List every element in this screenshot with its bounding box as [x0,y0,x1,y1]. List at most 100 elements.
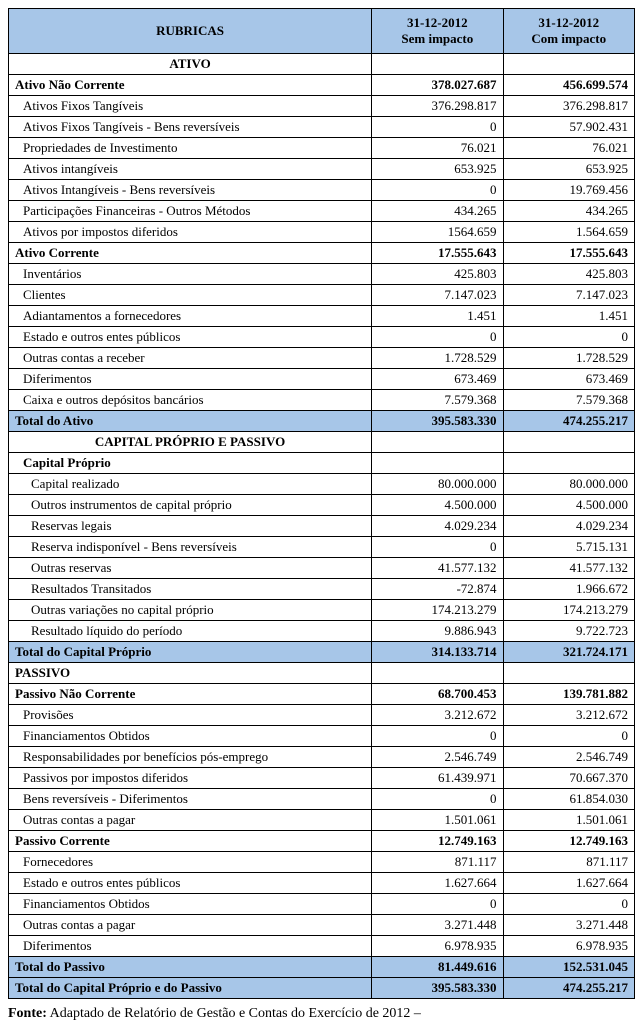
table-row: Ativos Fixos Tangíveis376.298.817376.298… [9,96,635,117]
table-row: Caixa e outros depósitos bancários7.579.… [9,390,635,411]
row-value-sem-impacto: -72.874 [372,579,503,600]
row-label: Total do Capital Próprio [9,642,372,663]
row-value-com-impacto: 17.555.643 [503,243,634,264]
row-label: Resultado líquido do período [9,621,372,642]
row-value-sem-impacto: 1564.659 [372,222,503,243]
row-value-sem-impacto: 4.029.234 [372,516,503,537]
table-row: Total do Capital Próprio314.133.714321.7… [9,642,635,663]
row-value-sem-impacto: 9.886.943 [372,621,503,642]
row-label: Total do Passivo [9,957,372,978]
table-row: ATIVO [9,54,635,75]
row-label: Outros instrumentos de capital próprio [9,495,372,516]
table-row: Ativo Não Corrente378.027.687456.699.574 [9,75,635,96]
row-label: Ativo Não Corrente [9,75,372,96]
row-value-sem-impacto: 0 [372,117,503,138]
row-value-com-impacto: 0 [503,894,634,915]
row-value-com-impacto: 3.271.448 [503,915,634,936]
row-label: Passivo Corrente [9,831,372,852]
row-label: Ativos Fixos Tangíveis [9,96,372,117]
table-row: Outras contas a receber1.728.5291.728.52… [9,348,635,369]
row-value-com-impacto: 1.564.659 [503,222,634,243]
row-value-sem-impacto: 378.027.687 [372,75,503,96]
row-label: Caixa e outros depósitos bancários [9,390,372,411]
row-value-com-impacto: 6.978.935 [503,936,634,957]
row-label: PASSIVO [9,663,372,684]
cell-empty [372,54,503,75]
row-value-sem-impacto: 7.147.023 [372,285,503,306]
table-row: Bens reversíveis - Diferimentos061.854.0… [9,789,635,810]
col-header-line2: Com impacto [531,31,606,46]
row-value-sem-impacto: 1.501.061 [372,810,503,831]
table-row: Outras reservas41.577.13241.577.132 [9,558,635,579]
row-value-sem-impacto: 314.133.714 [372,642,503,663]
row-value-com-impacto: 9.722.723 [503,621,634,642]
row-value-sem-impacto: 68.700.453 [372,684,503,705]
row-label: Clientes [9,285,372,306]
row-label: Ativos intangíveis [9,159,372,180]
table-row: Diferimentos6.978.9356.978.935 [9,936,635,957]
row-value-sem-impacto: 0 [372,726,503,747]
row-value-sem-impacto: 653.925 [372,159,503,180]
cell-empty [372,432,503,453]
table-row: Provisões3.212.6723.212.672 [9,705,635,726]
row-label: Passivos por impostos diferidos [9,768,372,789]
table-row: Diferimentos673.469673.469 [9,369,635,390]
table-row: Propriedades de Investimento76.02176.021 [9,138,635,159]
row-value-sem-impacto: 0 [372,537,503,558]
row-label: Resultados Transitados [9,579,372,600]
table-row: CAPITAL PRÓPRIO E PASSIVO [9,432,635,453]
col-header-com-impacto: 31-12-2012 Com impacto [503,9,634,54]
row-label: Outras reservas [9,558,372,579]
col-header-sem-impacto: 31-12-2012 Sem impacto [372,9,503,54]
row-value-com-impacto: 321.724.171 [503,642,634,663]
col-header-line1: 31-12-2012 [538,15,599,30]
table-row: Total do Capital Próprio e do Passivo395… [9,978,635,999]
table-row: Outras contas a pagar3.271.4483.271.448 [9,915,635,936]
table-row: Outras contas a pagar1.501.0611.501.061 [9,810,635,831]
row-label: Reserva indisponível - Bens reversíveis [9,537,372,558]
row-label: Outras contas a receber [9,348,372,369]
row-value-com-impacto: 0 [503,726,634,747]
row-value-com-impacto: 1.627.664 [503,873,634,894]
row-label: Financiamentos Obtidos [9,726,372,747]
col-header-rubricas: RUBRICAS [9,9,372,54]
row-value-com-impacto: 19.769.456 [503,180,634,201]
row-label: Outras contas a pagar [9,810,372,831]
table-row: Outros instrumentos de capital próprio4.… [9,495,635,516]
row-value-com-impacto: 1.501.061 [503,810,634,831]
source-text: Adaptado de Relatório de Gestão e Contas… [50,1006,421,1021]
balance-sheet-table: RUBRICAS 31-12-2012 Sem impacto 31-12-20… [8,8,635,999]
row-label: Ativos por impostos diferidos [9,222,372,243]
table-row: Estado e outros entes públicos1.627.6641… [9,873,635,894]
section-label: ATIVO [9,54,372,75]
row-value-com-impacto: 41.577.132 [503,558,634,579]
row-value-com-impacto: 0 [503,327,634,348]
row-label: Diferimentos [9,936,372,957]
row-label: Financiamentos Obtidos [9,894,372,915]
row-value-sem-impacto [372,453,503,474]
table-row: Responsabilidades por benefícios pós-emp… [9,747,635,768]
row-value-sem-impacto: 17.555.643 [372,243,503,264]
row-label: Diferimentos [9,369,372,390]
row-value-com-impacto: 174.213.279 [503,600,634,621]
row-value-sem-impacto: 395.583.330 [372,978,503,999]
row-value-sem-impacto: 7.579.368 [372,390,503,411]
row-value-sem-impacto: 376.298.817 [372,96,503,117]
cell-empty [503,432,634,453]
table-row: Financiamentos Obtidos00 [9,726,635,747]
row-value-sem-impacto: 2.546.749 [372,747,503,768]
row-value-sem-impacto: 0 [372,789,503,810]
row-label: Total do Capital Próprio e do Passivo [9,978,372,999]
row-value-com-impacto [503,663,634,684]
row-label: Participações Financeiras - Outros Métod… [9,201,372,222]
row-value-sem-impacto: 0 [372,180,503,201]
col-header-line2: Sem impacto [401,31,473,46]
table-row: Resultado líquido do período9.886.9439.7… [9,621,635,642]
row-value-sem-impacto: 12.749.163 [372,831,503,852]
table-row: Ativos por impostos diferidos1564.6591.5… [9,222,635,243]
row-label: Responsabilidades por benefícios pós-emp… [9,747,372,768]
row-value-com-impacto: 871.117 [503,852,634,873]
row-label: Propriedades de Investimento [9,138,372,159]
table-header-row: RUBRICAS 31-12-2012 Sem impacto 31-12-20… [9,9,635,54]
row-label: Ativos Intangíveis - Bens reversíveis [9,180,372,201]
